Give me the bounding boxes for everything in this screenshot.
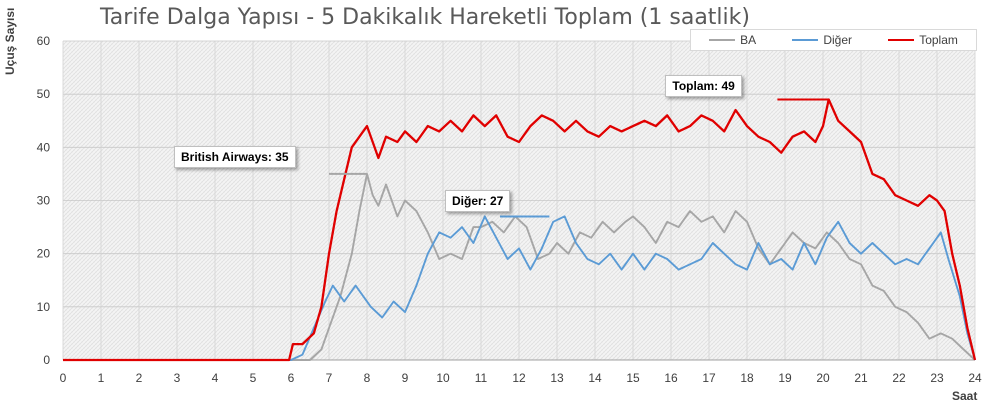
x-tick-label-7: 7 <box>326 371 333 385</box>
y-tick-label-3: 30 <box>37 194 51 208</box>
annotation-british-airways: British Airways: 35 <box>174 145 296 168</box>
y-tick-label-0: 0 <box>43 353 50 367</box>
series-line-2 <box>63 98 977 362</box>
x-tick-label-9: 9 <box>402 371 409 385</box>
x-tick-label-11: 11 <box>475 371 488 385</box>
legend-item-toplam: Toplam <box>888 33 958 47</box>
x-tick-label-19: 19 <box>778 371 792 385</box>
legend: BA Diğer Toplam <box>690 29 977 51</box>
x-tick-label-6: 6 <box>288 371 295 385</box>
x-tick-label-13: 13 <box>550 371 564 385</box>
x-tick-label-23: 23 <box>930 371 944 385</box>
y-tick-label-6: 60 <box>37 34 51 48</box>
x-tick-label-10: 10 <box>436 371 450 385</box>
legend-label-toplam: Toplam <box>919 33 958 47</box>
y-tick-label-5: 50 <box>37 87 51 101</box>
x-tick-label-16: 16 <box>664 371 678 385</box>
x-tick-label-1: 1 <box>98 371 105 385</box>
series-line-0 <box>63 172 976 361</box>
y-tick-label-4: 40 <box>37 140 51 154</box>
x-tick-label-5: 5 <box>250 371 257 385</box>
x-tick-label-22: 22 <box>892 371 906 385</box>
annotation-diger: Diğer: 27 <box>445 190 511 213</box>
x-tick-label-12: 12 <box>512 371 526 385</box>
x-tick-label-8: 8 <box>364 371 371 385</box>
legend-item-ba: BA <box>709 33 756 47</box>
x-tick-label-21: 21 <box>854 371 868 385</box>
annotation-toplam: Toplam: 49 <box>665 75 742 98</box>
x-tick-label-14: 14 <box>588 371 602 385</box>
x-tick-label-4: 4 <box>212 371 219 385</box>
chart-title: Tarife Dalga Yapısı - 5 Dakikalık Hareke… <box>100 5 750 30</box>
legend-swatch-diger <box>792 39 819 41</box>
legend-label-diger: Diğer <box>823 33 852 47</box>
legend-swatch-toplam <box>888 39 915 41</box>
y-tick-label-1: 10 <box>37 300 51 314</box>
x-tick-label-15: 15 <box>626 371 640 385</box>
x-tick-label-2: 2 <box>136 371 143 385</box>
x-tick-label-17: 17 <box>702 371 716 385</box>
x-tick-label-20: 20 <box>816 371 830 385</box>
x-tick-label-18: 18 <box>740 371 754 385</box>
x-tick-label-24: 24 <box>968 371 982 385</box>
legend-label-ba: BA <box>740 33 757 47</box>
y-tick-label-2: 20 <box>37 247 51 261</box>
legend-item-diger: Diğer <box>792 33 852 47</box>
legend-swatch-ba <box>709 39 736 41</box>
x-tick-label-0: 0 <box>60 371 67 385</box>
x-tick-label-3: 3 <box>174 371 181 385</box>
series-line-1 <box>63 215 976 361</box>
x-axis-label: Saat <box>952 389 978 403</box>
